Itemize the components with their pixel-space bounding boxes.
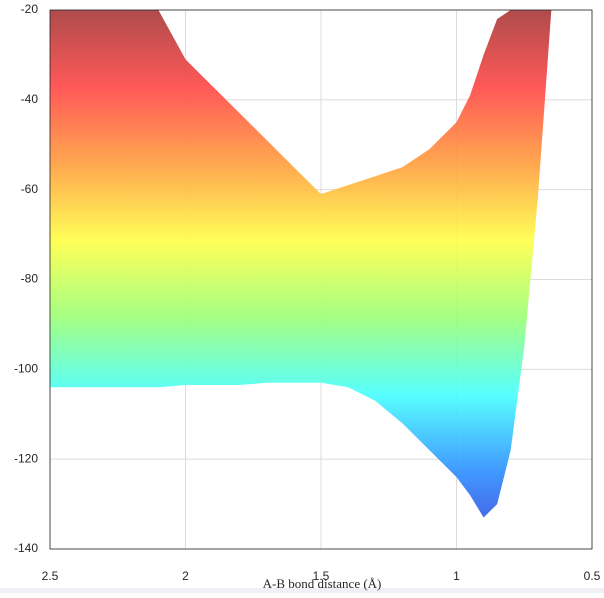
x-tick-label: 1 [453,569,460,583]
y-tick-label: -140 [14,541,38,555]
x-tick-label: 2 [182,569,189,583]
x-tick-label: 1.5 [313,569,330,583]
x-tick-label: 0.5 [584,569,601,583]
y-tick-label: -80 [21,272,39,286]
x-tick-label: 2.5 [42,569,59,583]
plot-border [49,9,593,550]
footer-strip [0,588,604,593]
y-tick-label: -120 [14,451,38,465]
y-tick-label: -20 [21,2,39,16]
y-tick-label: -100 [14,362,38,376]
surface-band [50,10,552,518]
y-tick-label: -40 [21,92,39,106]
x-axis-label: A-B bond distance (Å) [263,576,382,591]
y-tick-label: -60 [21,182,39,196]
